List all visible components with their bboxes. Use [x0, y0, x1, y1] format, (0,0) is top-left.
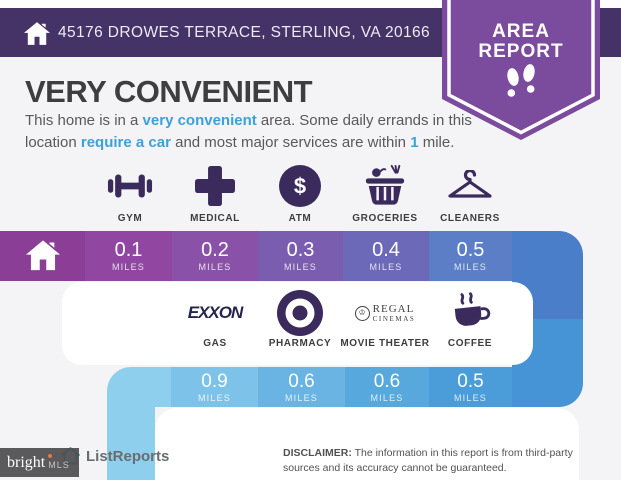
- dollar-circle-icon: $: [279, 158, 321, 213]
- poi-label: MOVIE THEATER: [340, 338, 430, 349]
- exxon-logo: EXXON: [187, 303, 244, 322]
- top-strip: [0, 0, 621, 8]
- distance-cell-cleaners: 0.5 MILES: [429, 231, 512, 281]
- highlight-one-mile: 1: [410, 133, 419, 151]
- poi-groceries: GROCERIES: [340, 158, 430, 224]
- poi-label: GYM: [117, 213, 143, 224]
- poi-pharmacy: PHARMACY: [255, 288, 345, 358]
- bright-orange-dot: [48, 454, 52, 458]
- badge-line1: AREA: [492, 21, 550, 42]
- distance-cell-pharmacy: 0.6 MILES: [258, 367, 345, 407]
- mls-label: MLS: [48, 459, 70, 470]
- distance-cell-coffee: 0.5 MILES: [429, 367, 512, 407]
- poi-gym: GYM: [85, 158, 175, 224]
- poi-coffee: COFFEE: [425, 288, 515, 358]
- distance-cell-groceries: 0.4 MILES: [343, 231, 429, 281]
- disclaimer-card: [155, 408, 579, 480]
- medical-cross-icon: [195, 158, 235, 213]
- highlight-very-convenient: very convenient: [142, 112, 257, 129]
- description-text: This home is in a very convenient area. …: [25, 110, 495, 154]
- disclaimer-text: DISCLAIMER: The information in this repo…: [283, 447, 573, 474]
- regal-cinemas-logo: ♔ REGAL CINEMAS: [354, 288, 416, 338]
- target-bullseye-icon: [277, 288, 323, 338]
- coffee-cup-icon: [448, 288, 492, 338]
- poi-label: GROCERIES: [352, 213, 418, 224]
- property-address: 45176 DROWES TERRACE, STERLING, VA 20166: [58, 23, 431, 41]
- dumbbell-icon: [107, 158, 153, 213]
- area-report-badge: AREA REPORT: [442, 0, 600, 140]
- poi-gas: EXXON GAS: [170, 288, 260, 358]
- bright-mls-watermark: bright MLS: [0, 448, 79, 477]
- description-line2: location require a car and most major se…: [25, 133, 455, 151]
- distance-cell-gas: 0.9 MILES: [171, 367, 258, 407]
- description-line1: This home is in a very convenient area. …: [25, 112, 472, 129]
- hanger-icon: [446, 158, 494, 213]
- distance-cell-gym: 0.1 MILES: [85, 231, 172, 281]
- poi-atm: $ ATM: [255, 158, 345, 224]
- poi-label: COFFEE: [447, 338, 493, 349]
- house-icon: [25, 240, 60, 271]
- poi-movie-theater: ♔ REGAL CINEMAS MOVIE THEATER: [340, 288, 430, 358]
- poi-label: MEDICAL: [190, 213, 240, 224]
- poi-label: GAS: [203, 338, 227, 349]
- bar2-corner-cell: [107, 367, 171, 407]
- bar-tail: [107, 400, 155, 480]
- badge-shield-shape: [442, 0, 600, 140]
- page-title: VERY CONVENIENT: [25, 74, 313, 109]
- bar1-home-cell: [0, 231, 85, 281]
- bright-wordmark: bright: [7, 453, 46, 471]
- poi-label: PHARMACY: [268, 338, 332, 349]
- crown-icon: ♔: [354, 305, 370, 321]
- house-icon: [24, 22, 50, 51]
- poi-label: ATM: [288, 213, 312, 224]
- poi-label: CLEANERS: [440, 213, 500, 224]
- grocery-basket-icon: [363, 158, 407, 213]
- distance-cell-movie-theater: 0.6 MILES: [345, 367, 429, 407]
- brands-card: EXXON GAS PHARMACY ♔ REGAL CINEMAS MOVIE…: [62, 282, 533, 365]
- poi-cleaners: CLEANERS: [425, 158, 515, 224]
- distance-cell-atm: 0.3 MILES: [258, 231, 343, 281]
- footprints-icon: [499, 64, 543, 109]
- disclaimer-label: DISCLAIMER:: [283, 447, 352, 459]
- listreports-wordmark: ListReports: [86, 447, 170, 465]
- badge-line2: REPORT: [478, 41, 564, 62]
- poi-medical: MEDICAL: [170, 158, 260, 224]
- distance-cell-medical: 0.2 MILES: [172, 231, 258, 281]
- highlight-require-a-car: require a car: [80, 133, 171, 151]
- svg-text:$: $: [294, 173, 306, 198]
